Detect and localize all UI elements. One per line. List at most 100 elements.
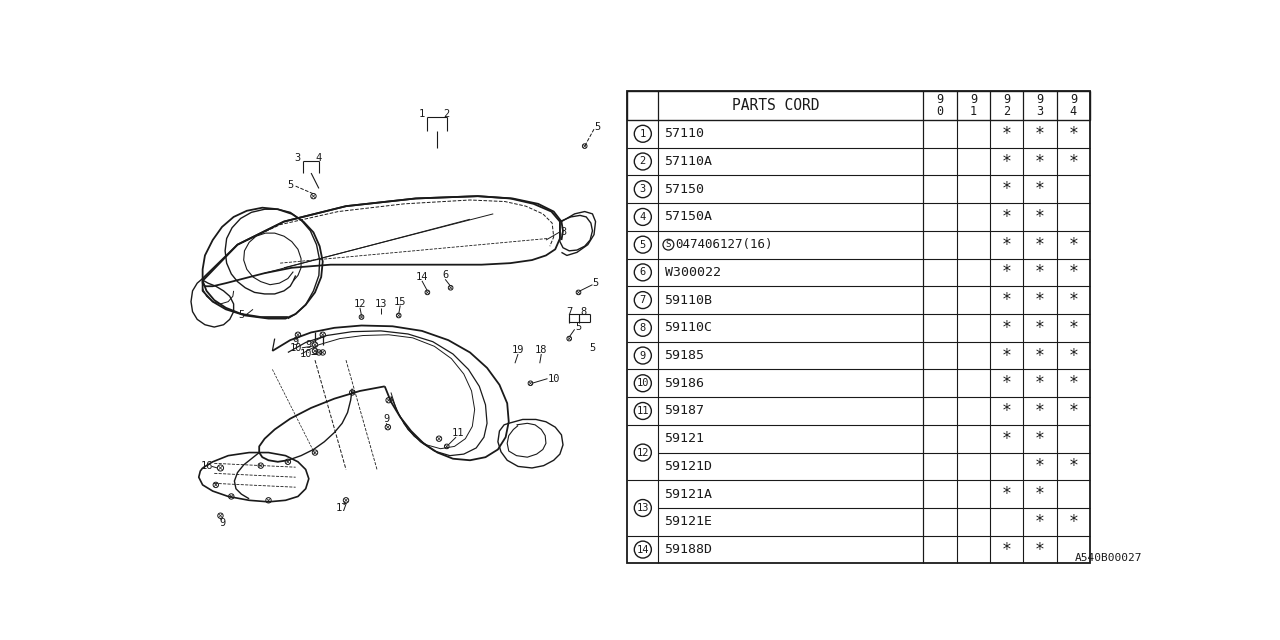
Text: 5: 5 bbox=[640, 239, 646, 250]
Text: 16: 16 bbox=[200, 461, 212, 470]
Text: *: * bbox=[1002, 264, 1011, 282]
Text: *: * bbox=[1036, 264, 1044, 282]
Text: 5: 5 bbox=[238, 310, 244, 321]
Bar bbox=[627, 91, 1091, 120]
Text: 8: 8 bbox=[640, 323, 646, 333]
Text: *: * bbox=[1002, 180, 1011, 198]
Text: A540B00027: A540B00027 bbox=[1075, 554, 1143, 563]
Text: 59110C: 59110C bbox=[664, 321, 713, 334]
Text: 59110B: 59110B bbox=[664, 294, 713, 307]
Text: 9
2: 9 2 bbox=[1004, 93, 1010, 118]
Text: *: * bbox=[1036, 319, 1044, 337]
Text: 9
4: 9 4 bbox=[1070, 93, 1076, 118]
Text: *: * bbox=[1036, 458, 1044, 476]
Text: *: * bbox=[1036, 513, 1044, 531]
Text: 9
1: 9 1 bbox=[970, 93, 977, 118]
Text: 9
0: 9 0 bbox=[937, 93, 943, 118]
Text: 57150: 57150 bbox=[664, 182, 704, 196]
Text: *: * bbox=[1036, 346, 1044, 365]
Text: 5: 5 bbox=[589, 343, 595, 353]
Text: 4: 4 bbox=[640, 212, 646, 222]
Text: 11: 11 bbox=[452, 428, 465, 438]
Text: *: * bbox=[1036, 429, 1044, 448]
Text: *: * bbox=[1002, 402, 1011, 420]
Text: *: * bbox=[1069, 374, 1078, 392]
Text: *: * bbox=[1036, 402, 1044, 420]
Text: *: * bbox=[1069, 458, 1078, 476]
Text: *: * bbox=[1069, 152, 1078, 170]
Text: *: * bbox=[1069, 236, 1078, 253]
Text: 59187: 59187 bbox=[664, 404, 704, 417]
Text: *: * bbox=[1069, 513, 1078, 531]
Text: *: * bbox=[1069, 319, 1078, 337]
Text: *: * bbox=[1002, 319, 1011, 337]
Text: 10: 10 bbox=[300, 349, 312, 359]
Text: 9: 9 bbox=[640, 351, 646, 360]
Text: 12: 12 bbox=[636, 447, 649, 458]
Text: 2: 2 bbox=[640, 157, 646, 166]
Text: 11: 11 bbox=[636, 406, 649, 416]
Text: PARTS CORD: PARTS CORD bbox=[732, 98, 819, 113]
Text: 9: 9 bbox=[383, 415, 389, 424]
Text: *: * bbox=[1036, 236, 1044, 253]
Text: 5: 5 bbox=[593, 278, 599, 288]
Text: 59188D: 59188D bbox=[664, 543, 713, 556]
Text: 59186: 59186 bbox=[664, 377, 704, 390]
Text: 14: 14 bbox=[636, 545, 649, 555]
Text: 047406127(16): 047406127(16) bbox=[676, 238, 773, 251]
Text: 18: 18 bbox=[535, 345, 548, 355]
Text: 57110A: 57110A bbox=[664, 155, 713, 168]
Text: *: * bbox=[1036, 374, 1044, 392]
Text: 14: 14 bbox=[416, 272, 429, 282]
Text: *: * bbox=[1036, 125, 1044, 143]
Text: *: * bbox=[1069, 291, 1078, 309]
Text: 59185: 59185 bbox=[664, 349, 704, 362]
Text: *: * bbox=[1036, 180, 1044, 198]
Text: 3: 3 bbox=[294, 154, 301, 163]
Text: S: S bbox=[666, 240, 671, 249]
Text: 4: 4 bbox=[316, 154, 323, 163]
Text: *: * bbox=[1036, 485, 1044, 503]
Text: 5: 5 bbox=[287, 180, 293, 189]
Text: *: * bbox=[1002, 125, 1011, 143]
Text: *: * bbox=[1002, 346, 1011, 365]
Text: 5: 5 bbox=[576, 322, 581, 332]
Text: 8: 8 bbox=[580, 307, 586, 317]
Text: 9: 9 bbox=[293, 337, 298, 348]
Text: *: * bbox=[1036, 152, 1044, 170]
Bar bbox=[627, 91, 1091, 563]
Text: W300022: W300022 bbox=[664, 266, 721, 279]
Text: 59121E: 59121E bbox=[664, 515, 713, 529]
Text: 6: 6 bbox=[640, 268, 646, 277]
Text: *: * bbox=[1069, 264, 1078, 282]
Text: 12: 12 bbox=[353, 299, 366, 309]
Text: 3: 3 bbox=[640, 184, 646, 194]
Text: *: * bbox=[1069, 125, 1078, 143]
Text: *: * bbox=[1002, 541, 1011, 559]
Text: 1: 1 bbox=[640, 129, 646, 139]
Text: *: * bbox=[1002, 485, 1011, 503]
Text: 6: 6 bbox=[442, 271, 448, 280]
Text: 59121D: 59121D bbox=[664, 460, 713, 473]
Text: *: * bbox=[1002, 291, 1011, 309]
Text: 10: 10 bbox=[636, 378, 649, 388]
Text: 10: 10 bbox=[548, 374, 559, 383]
Text: 13: 13 bbox=[375, 299, 387, 309]
Text: 59121: 59121 bbox=[664, 432, 704, 445]
Text: *: * bbox=[1069, 346, 1078, 365]
Text: 7: 7 bbox=[566, 307, 572, 317]
Text: *: * bbox=[1069, 402, 1078, 420]
Text: *: * bbox=[1002, 236, 1011, 253]
Text: *: * bbox=[1002, 429, 1011, 448]
Text: 57150A: 57150A bbox=[664, 211, 713, 223]
Text: *: * bbox=[1036, 291, 1044, 309]
Text: 59121A: 59121A bbox=[664, 488, 713, 500]
Text: *: * bbox=[1002, 374, 1011, 392]
Text: 1: 1 bbox=[419, 109, 425, 119]
Text: 7: 7 bbox=[640, 295, 646, 305]
Text: 9: 9 bbox=[306, 340, 312, 349]
Text: 3: 3 bbox=[559, 227, 566, 237]
Text: *: * bbox=[1036, 541, 1044, 559]
Text: 57110: 57110 bbox=[664, 127, 704, 140]
Text: 9
3: 9 3 bbox=[1037, 93, 1043, 118]
